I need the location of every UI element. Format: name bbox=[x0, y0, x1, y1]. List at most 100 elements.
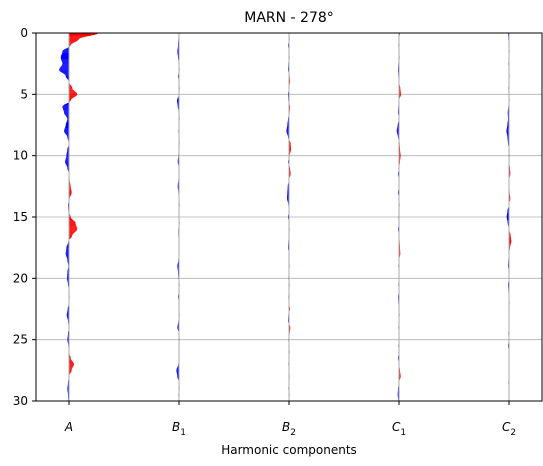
trace-0-segment bbox=[69, 233, 74, 235]
trace-0-segment bbox=[60, 57, 69, 59]
trace-4-segment bbox=[506, 213, 509, 215]
trace-0-segment bbox=[69, 93, 78, 95]
trace-3-segment bbox=[396, 130, 399, 132]
trace-4-segment bbox=[509, 240, 512, 242]
trace-0-segment bbox=[65, 76, 69, 78]
trace-4-segment bbox=[506, 219, 509, 221]
trace-4-segment bbox=[509, 239, 512, 241]
trace-2-segment bbox=[286, 131, 289, 133]
trace-2-segment bbox=[286, 127, 289, 129]
trace-2-segment bbox=[286, 130, 289, 132]
x-tick-label-3: C1 bbox=[392, 420, 406, 438]
trace-0-segment bbox=[69, 368, 73, 370]
trace-0-segment bbox=[69, 365, 74, 367]
trace-0-segment bbox=[69, 94, 78, 96]
trace-0-segment bbox=[63, 111, 69, 113]
trace-0-segment bbox=[65, 254, 69, 256]
trace-0-segment bbox=[66, 247, 69, 249]
trace-0-segment bbox=[62, 108, 69, 110]
x-axis: A B1 B2 C1 C2 bbox=[64, 401, 516, 438]
trace-0-segment bbox=[69, 229, 78, 231]
trace-4-segment bbox=[506, 127, 509, 129]
trace-0-segment bbox=[66, 316, 69, 318]
trace-0-segment bbox=[61, 53, 69, 55]
trace-4-segment bbox=[506, 128, 509, 130]
trace-4-segment bbox=[506, 218, 509, 220]
trace-0-segment bbox=[64, 128, 69, 130]
y-tick-label-6: 30 bbox=[13, 394, 28, 408]
trace-0-segment bbox=[65, 253, 69, 255]
trace-0-segment bbox=[69, 223, 76, 225]
y-axis: 0 5 10 15 20 25 30 bbox=[13, 26, 36, 408]
trace-0-segment bbox=[69, 92, 77, 94]
trace-0-segment bbox=[69, 360, 73, 362]
trace-4-segment bbox=[506, 130, 509, 132]
trace-0-segment bbox=[66, 153, 69, 155]
trace-0-segment bbox=[66, 102, 69, 104]
trace-0-segment bbox=[69, 366, 74, 368]
trace-0-segment bbox=[69, 39, 79, 41]
trace-4 bbox=[506, 33, 512, 401]
trace-0-segment bbox=[66, 248, 69, 250]
trace-0-segment bbox=[64, 130, 69, 132]
trace-1-segment bbox=[176, 367, 179, 369]
trace-0-segment bbox=[69, 44, 72, 46]
trace-0-segment bbox=[69, 190, 72, 192]
trace-0-segment bbox=[66, 165, 69, 167]
trace-0-segment bbox=[65, 123, 69, 125]
trace-0-segment bbox=[69, 191, 72, 193]
trace-0-segment bbox=[69, 219, 74, 221]
trace-0-segment bbox=[60, 58, 69, 60]
trace-4-segment bbox=[506, 131, 509, 133]
trace-0-segment bbox=[65, 122, 69, 124]
trace-0-segment bbox=[65, 75, 69, 77]
trace-0-segment bbox=[69, 224, 77, 226]
trace-0-segment bbox=[69, 231, 77, 233]
trace-0-segment bbox=[65, 163, 69, 165]
trace-0-segment bbox=[63, 109, 69, 111]
trace-0-segment bbox=[64, 133, 69, 135]
trace-0-segment bbox=[65, 250, 69, 252]
trace-3 bbox=[396, 33, 401, 401]
trace-4-segment bbox=[509, 238, 512, 240]
trace-0-segment bbox=[69, 87, 73, 89]
trace-0-segment bbox=[64, 48, 69, 50]
trace-0-segment bbox=[66, 164, 69, 166]
trace-0-segment bbox=[69, 189, 72, 191]
trace-1-segment bbox=[176, 370, 179, 372]
trace-0-segment bbox=[69, 88, 73, 90]
trace-2-segment bbox=[286, 129, 289, 131]
trace-0-segment bbox=[69, 97, 74, 99]
trace-0-segment bbox=[64, 132, 69, 134]
trace-0-segment bbox=[66, 119, 69, 121]
trace-0-segment bbox=[62, 50, 69, 52]
trace-0-segment bbox=[69, 91, 77, 93]
trace-0-segment bbox=[69, 364, 74, 366]
trace-0-segment bbox=[69, 222, 76, 224]
trace-0-segment bbox=[69, 370, 72, 372]
trace-0-segment bbox=[69, 95, 77, 97]
trace-2-segment bbox=[286, 132, 289, 134]
trace-0-segment bbox=[64, 131, 69, 133]
x-tick-label-2: B2 bbox=[282, 420, 296, 438]
trace-0-segment bbox=[69, 221, 76, 223]
trace-0-segment bbox=[60, 65, 69, 67]
trace-4-segment bbox=[509, 241, 512, 243]
trace-0-segment bbox=[62, 51, 69, 53]
y-tick-label-4: 20 bbox=[13, 271, 28, 285]
trace-0-segment bbox=[69, 37, 84, 39]
trace-0-segment bbox=[59, 69, 69, 71]
trace-0-segment bbox=[69, 371, 72, 373]
trace-0-segment bbox=[69, 43, 73, 45]
trace-0-segment bbox=[66, 152, 69, 154]
trace-3-segment bbox=[396, 131, 399, 133]
x-axis-label: Harmonic components bbox=[221, 443, 357, 457]
trace-0-segment bbox=[66, 155, 69, 157]
trace-0-segment bbox=[69, 236, 73, 238]
trace-0-segment bbox=[65, 159, 69, 161]
trace-3-segment bbox=[396, 128, 399, 130]
trace-4-segment bbox=[509, 242, 512, 244]
trace-3-segment bbox=[396, 132, 399, 134]
x-tick-label-1: B1 bbox=[172, 420, 186, 438]
